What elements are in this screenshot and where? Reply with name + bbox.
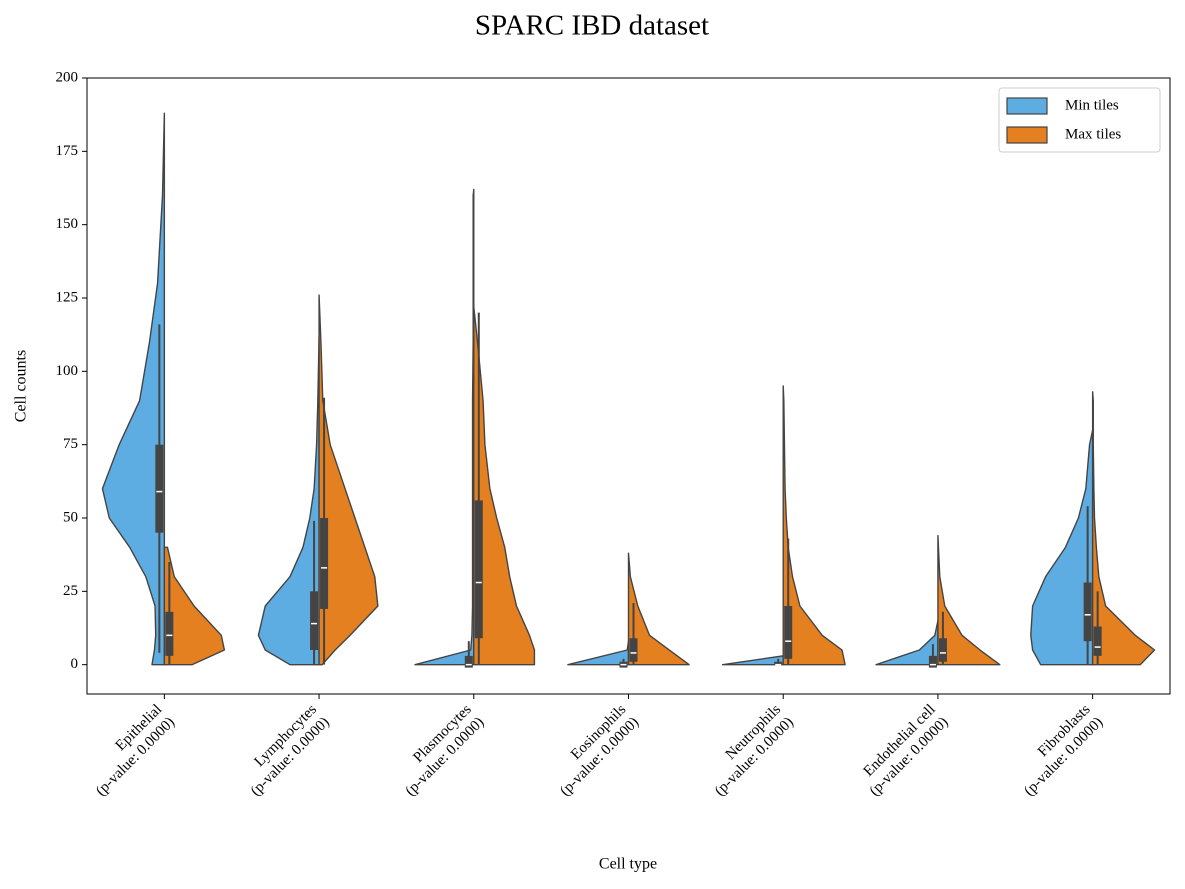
legend-swatch <box>1006 97 1048 115</box>
violin-half <box>721 655 784 666</box>
y-tick-label: 100 <box>56 363 79 379</box>
box <box>928 655 937 668</box>
y-tick-label: 50 <box>63 509 78 525</box>
x-tick-label-group: Lymphocytes(p-value: 0.0000) <box>248 701 333 799</box>
violin-half <box>627 552 690 666</box>
chart-title: SPARC IBD dataset <box>475 10 709 42</box>
y-tick-label: 175 <box>56 143 79 159</box>
violin-half <box>782 385 846 666</box>
violin-half <box>937 534 1001 666</box>
box <box>310 591 319 650</box>
y-tick-label: 125 <box>56 289 79 305</box>
y-axis-label: Cell counts <box>13 350 30 422</box>
box <box>1093 626 1102 656</box>
box <box>774 661 783 665</box>
x-tick-label-group: Neutrophils(p-value: 0.0000) <box>712 701 797 799</box>
violin-half <box>257 335 320 666</box>
x-axis-label: Cell type <box>599 856 657 873</box>
violin-half <box>875 619 939 666</box>
box <box>784 606 793 659</box>
violin-half <box>1091 391 1156 666</box>
box <box>165 611 174 656</box>
y-tick-label: 150 <box>56 216 79 232</box>
y-tick-label: 25 <box>63 583 78 599</box>
y-tick-label: 0 <box>71 656 79 672</box>
legend-label: Max tiles <box>1065 126 1121 142</box>
violin-half <box>473 306 536 666</box>
legend-swatch <box>1006 126 1048 144</box>
violin-half <box>163 546 226 666</box>
box <box>320 518 329 609</box>
violin-half <box>414 188 475 666</box>
y-tick-label: 75 <box>63 436 78 452</box>
box <box>155 444 164 533</box>
x-tick-label-group: Eosinophils(p-value: 0.0000) <box>557 701 642 799</box>
x-tick-label-group: Plasmocytes(p-value: 0.0000) <box>402 701 487 799</box>
box <box>1083 582 1092 642</box>
box <box>464 655 473 668</box>
violin-half <box>101 112 166 666</box>
violin-half <box>1030 429 1094 666</box>
box <box>629 638 638 662</box>
x-tick-label-group: Endothelial cell(p-value: 0.0000) <box>861 702 952 800</box>
violin-half <box>567 640 630 666</box>
x-tick-label-group: Epithelial(p-value: 0.0000) <box>93 702 178 800</box>
x-tick-label-group: Fibroblasts(p-value: 0.0000) <box>1021 701 1106 799</box>
y-tick-label: 200 <box>56 69 79 85</box>
violin-half <box>318 294 379 666</box>
box <box>938 638 947 662</box>
box <box>474 500 483 639</box>
legend-label: Min tiles <box>1065 97 1119 113</box>
